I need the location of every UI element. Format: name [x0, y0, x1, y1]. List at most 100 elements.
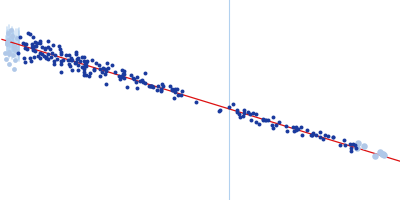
Point	[34, 41, 40, 45]
Point	[178, 94, 184, 97]
Point	[39, 46, 45, 49]
Point	[236, 112, 243, 115]
Point	[337, 143, 343, 146]
Point	[240, 109, 247, 112]
Point	[103, 70, 110, 73]
Point	[105, 67, 112, 70]
Point	[37, 51, 43, 54]
Point	[20, 41, 26, 45]
Point	[73, 50, 79, 53]
Point	[298, 126, 304, 129]
Point	[172, 90, 178, 93]
Point	[245, 110, 251, 113]
Point	[56, 47, 63, 51]
Point	[248, 118, 254, 121]
Point	[292, 125, 299, 128]
Point	[262, 119, 268, 122]
Point	[154, 89, 161, 92]
Point	[179, 90, 185, 93]
Point	[247, 112, 253, 115]
Point	[112, 70, 118, 73]
Point	[103, 82, 109, 86]
Point	[42, 48, 48, 51]
Point	[133, 80, 139, 83]
Point	[322, 134, 328, 137]
Point	[52, 53, 58, 56]
Point	[88, 58, 95, 61]
Point	[233, 108, 240, 111]
Point	[45, 40, 51, 43]
Point	[72, 61, 79, 64]
Point	[45, 58, 51, 61]
Point	[42, 56, 49, 59]
Point	[82, 63, 88, 66]
Point	[128, 74, 134, 77]
Point	[148, 84, 155, 87]
Point	[116, 74, 122, 77]
Point	[14, 36, 20, 39]
Point	[158, 88, 164, 91]
Point	[22, 42, 28, 45]
Point	[24, 48, 30, 51]
Point	[97, 75, 103, 78]
Point	[121, 76, 127, 80]
Point	[98, 70, 105, 73]
Point	[295, 127, 301, 131]
Point	[150, 85, 156, 88]
Point	[316, 131, 323, 134]
Point	[37, 56, 43, 60]
Point	[270, 126, 276, 130]
Point	[341, 138, 347, 142]
Point	[325, 134, 332, 138]
Point	[120, 73, 126, 76]
Point	[4, 31, 11, 34]
Point	[146, 84, 152, 88]
Point	[22, 61, 28, 64]
Point	[299, 134, 306, 137]
Point	[352, 144, 358, 147]
Point	[81, 70, 88, 73]
Point	[12, 49, 19, 52]
Point	[22, 46, 28, 50]
Point	[118, 68, 125, 71]
Point	[216, 109, 222, 112]
Point	[11, 68, 18, 71]
Point	[317, 135, 324, 138]
Point	[4, 40, 10, 44]
Point	[6, 62, 12, 65]
Point	[67, 65, 73, 68]
Point	[290, 129, 297, 132]
Point	[37, 39, 44, 42]
Point	[86, 72, 93, 75]
Point	[252, 120, 259, 123]
Point	[66, 62, 72, 66]
Point	[272, 123, 279, 127]
Point	[102, 67, 108, 71]
Point	[83, 61, 90, 64]
Point	[148, 85, 154, 88]
Point	[9, 34, 15, 38]
Point	[130, 77, 136, 80]
Point	[68, 59, 75, 62]
Point	[14, 51, 21, 54]
Point	[348, 150, 354, 153]
Point	[293, 128, 299, 132]
Point	[354, 146, 360, 150]
Point	[42, 46, 49, 49]
Point	[284, 129, 290, 133]
Point	[96, 64, 102, 67]
Point	[32, 45, 38, 48]
Point	[102, 72, 108, 75]
Point	[12, 48, 18, 51]
Point	[72, 61, 78, 64]
Point	[330, 136, 336, 139]
Point	[50, 43, 56, 47]
Point	[378, 152, 385, 156]
Point	[330, 136, 336, 139]
Point	[84, 59, 90, 62]
Point	[350, 142, 356, 146]
Point	[37, 41, 43, 45]
Point	[260, 118, 266, 121]
Point	[372, 155, 379, 158]
Point	[16, 35, 23, 39]
